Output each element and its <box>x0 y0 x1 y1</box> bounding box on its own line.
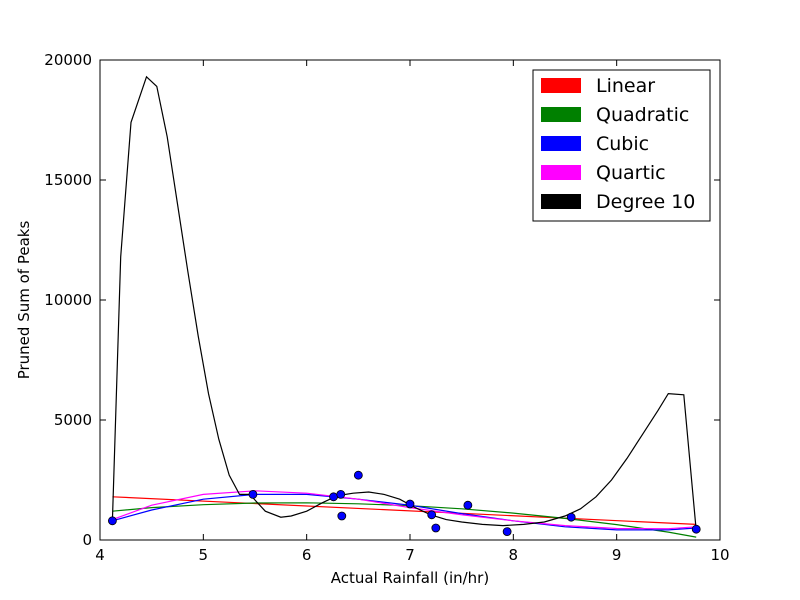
data-points <box>108 470 701 536</box>
legend-swatch <box>541 194 581 209</box>
legend-swatch <box>541 107 581 122</box>
y-tick-label: 5000 <box>54 411 92 429</box>
legend-swatch <box>541 136 581 151</box>
x-tick-label: 10 <box>710 546 729 564</box>
data-point <box>108 516 117 526</box>
data-point <box>405 499 415 509</box>
series-line-degree-10 <box>111 75 697 531</box>
data-point <box>329 492 338 502</box>
y-tick-label: 0 <box>82 531 92 549</box>
legend-label: Quadratic <box>596 104 689 126</box>
x-tick-label: 6 <box>302 546 312 564</box>
data-point <box>427 510 437 520</box>
data-point <box>248 489 258 499</box>
x-tick-label: 7 <box>405 546 415 564</box>
y-tick-label: 15000 <box>44 171 92 189</box>
x-tick-label: 8 <box>509 546 519 564</box>
y-tick-label: 20000 <box>44 51 92 69</box>
data-point <box>502 527 512 536</box>
data-point <box>463 500 473 510</box>
data-point <box>566 512 576 522</box>
legend-label: Cubic <box>596 133 649 155</box>
data-point <box>353 470 363 480</box>
data-point <box>336 489 346 499</box>
data-point <box>337 511 347 521</box>
legend-swatch <box>541 78 581 93</box>
x-tick-label: 5 <box>199 546 209 564</box>
y-axis-label: Pruned Sum of Peaks <box>15 221 33 380</box>
series-line-linear <box>112 496 697 525</box>
legend: Linear Quadratic Cubic Quartic Degree 10 <box>532 69 711 222</box>
legend-label: Degree 10 <box>596 191 695 213</box>
legend-swatch <box>541 165 581 180</box>
x-axis-label: Actual Rainfall (in/hr) <box>331 569 489 587</box>
y-tick-label: 10000 <box>44 291 92 309</box>
legend-label: Linear <box>596 75 655 97</box>
axis-ticks: 4 5 6 7 8 9 10 0 5000 10000 15000 20000 <box>44 51 729 564</box>
data-point <box>431 523 441 533</box>
x-tick-label: 9 <box>612 546 622 564</box>
legend-label: Quartic <box>596 162 666 184</box>
x-tick-label: 4 <box>95 546 105 564</box>
data-point <box>691 524 701 534</box>
